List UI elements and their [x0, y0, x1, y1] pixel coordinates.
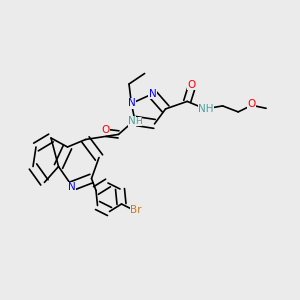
Text: N: N [128, 98, 135, 109]
Text: N: N [148, 89, 156, 99]
Text: Br: Br [130, 205, 142, 215]
Text: H: H [135, 117, 141, 126]
Text: O: O [188, 80, 196, 90]
Text: O: O [101, 125, 109, 135]
Text: N: N [68, 182, 76, 193]
Text: O: O [248, 99, 256, 109]
Text: N: N [128, 116, 136, 127]
Text: NH: NH [198, 104, 214, 114]
